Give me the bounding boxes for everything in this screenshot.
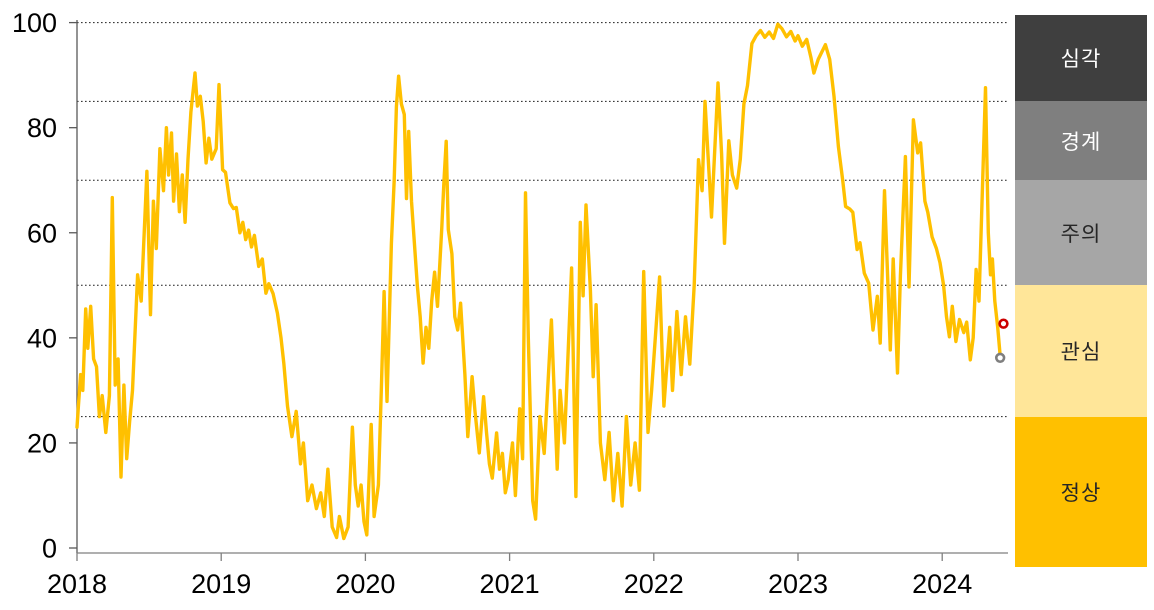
y-tick-label-20: 20 (27, 428, 57, 458)
x-tick-label-2021: 2021 (480, 569, 540, 599)
x-tick-label-2022: 2022 (624, 569, 684, 599)
y-tick-label-40: 40 (27, 323, 57, 353)
index-line (75, 22, 1002, 541)
previous-point-marker (994, 352, 1006, 364)
x-tick-label-2018: 2018 (47, 569, 107, 599)
y-tick-label-0: 0 (42, 534, 57, 564)
latest-point-marker (998, 318, 1009, 329)
y-tick-label-100: 100 (12, 8, 57, 38)
y-tick-label-60: 60 (27, 218, 57, 248)
x-tick-label-2019: 2019 (191, 569, 251, 599)
y-tick-label-80: 80 (27, 113, 57, 143)
x-tick-label-2024: 2024 (912, 569, 972, 599)
x-tick-label-2023: 2023 (768, 569, 828, 599)
x-tick-label-2020: 2020 (335, 569, 395, 599)
